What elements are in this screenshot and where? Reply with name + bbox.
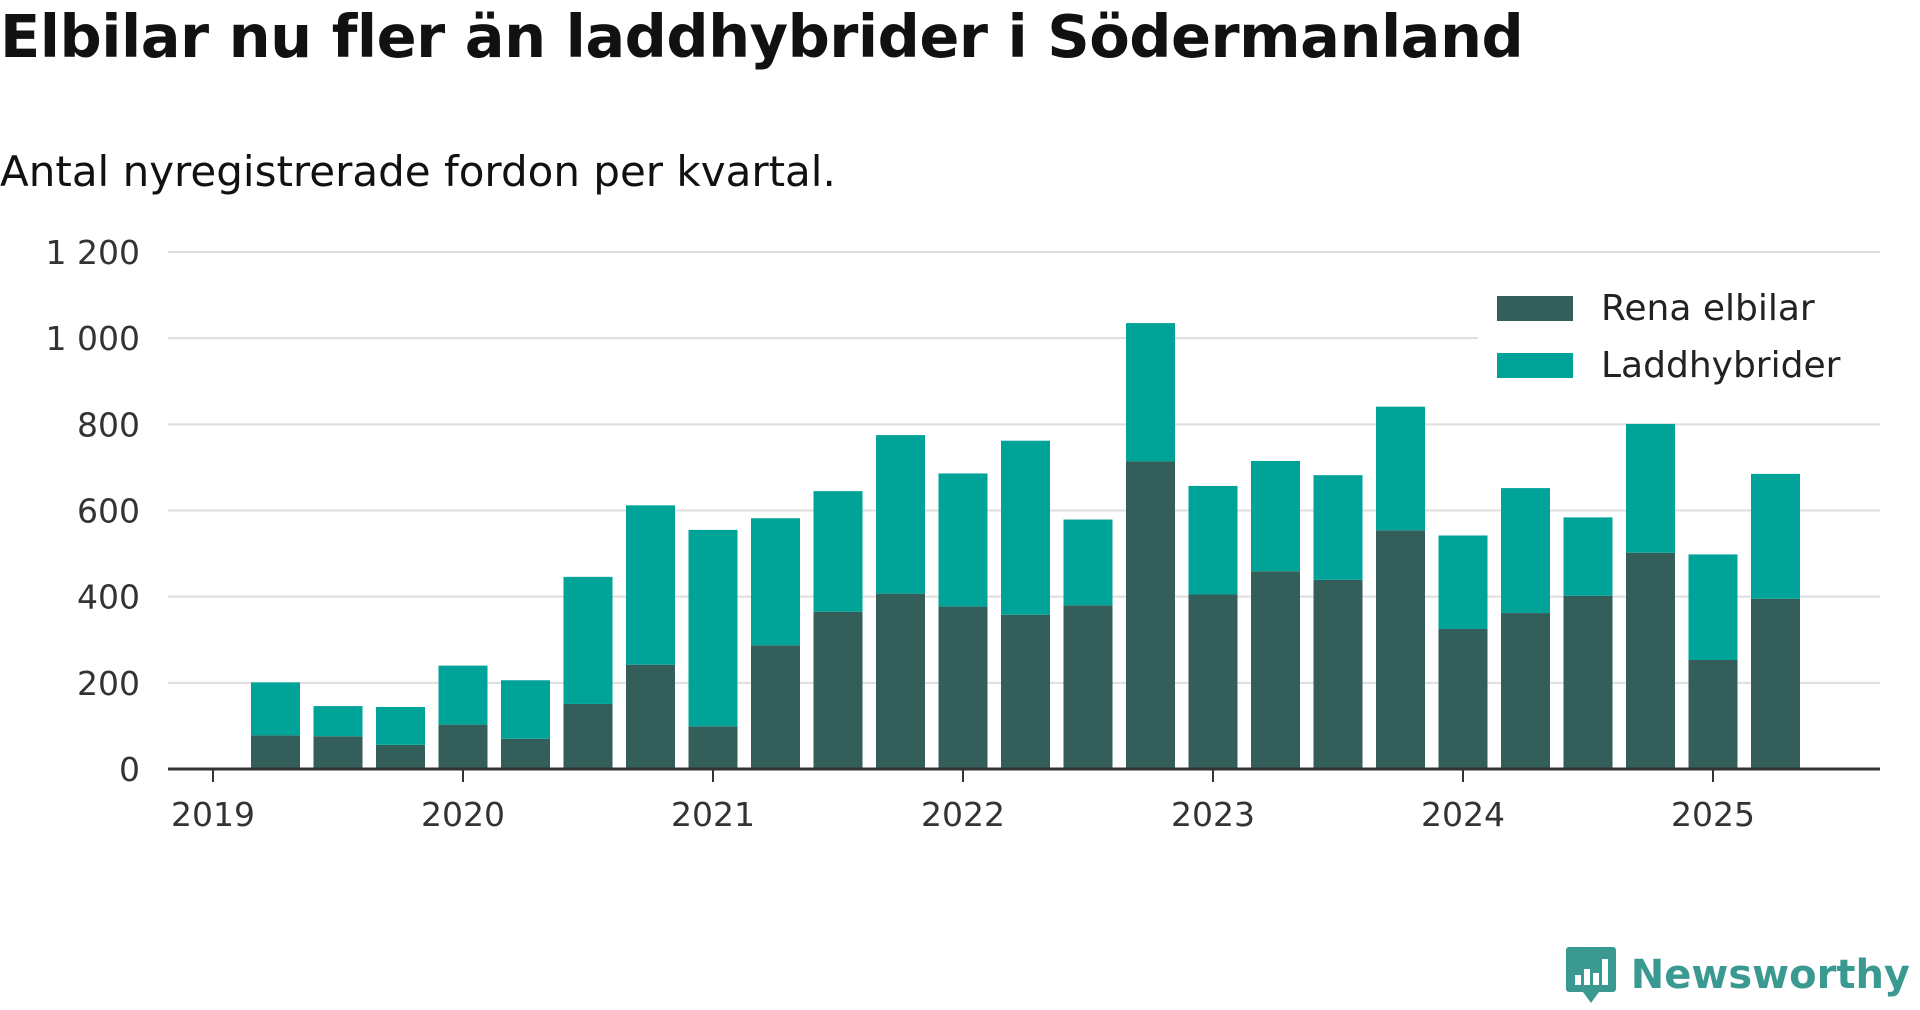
bar-rena-elbilar: [1626, 552, 1675, 769]
x-tick-label: 2019: [171, 795, 255, 834]
bar-rena-elbilar: [376, 744, 425, 769]
bar-rena-elbilar: [1563, 595, 1613, 769]
bar-rena-elbilar: [876, 593, 925, 769]
bar-rena-elbilar: [626, 664, 675, 769]
legend-swatch: [1497, 353, 1573, 378]
bar-laddhybrider: [1313, 475, 1363, 580]
y-tick-label: 800: [77, 405, 140, 444]
bar-rena-elbilar: [563, 703, 613, 769]
bar-laddhybrider: [376, 706, 425, 745]
newsworthy-logo-icon: [1565, 947, 1616, 1003]
bar-rena-elbilar: [1751, 598, 1800, 769]
bar-rena-elbilar: [751, 645, 800, 769]
stacked-bar-chart: 0 200 400 600 800 1 000 1 200 2019 2020 2021 2022…: [45, 233, 1893, 834]
bar-laddhybrider: [1563, 517, 1613, 596]
legend-swatch: [1497, 296, 1573, 321]
bar-laddhybrider: [813, 491, 863, 612]
y-tick-label: 1 200: [46, 233, 140, 272]
bar-laddhybrider: [626, 505, 675, 665]
bar-rena-elbilar: [1251, 571, 1300, 769]
bar-laddhybrider: [438, 665, 488, 725]
bar-rena-elbilar: [813, 611, 863, 769]
bar-rena-elbilar: [1001, 614, 1050, 769]
bar-rena-elbilar: [1063, 605, 1113, 769]
bar-rena-elbilar: [1126, 461, 1175, 769]
x-tick-label: 2022: [921, 795, 1005, 834]
bar-rena-elbilar: [313, 736, 363, 769]
x-tick-label: 2024: [1421, 795, 1505, 834]
bar-rena-elbilar: [251, 735, 300, 769]
bar-rena-elbilar: [938, 606, 988, 769]
x-axis-labels: 2019 2020 2021 2022 2023 2024 2025: [171, 795, 1755, 834]
x-tick-label: 2021: [671, 795, 755, 834]
bar-laddhybrider: [1376, 406, 1425, 531]
bar-laddhybrider: [1251, 460, 1300, 572]
bar-group: [251, 323, 1800, 769]
y-tick-label: 1 000: [46, 319, 140, 358]
bar-laddhybrider: [1501, 488, 1550, 614]
bar-laddhybrider: [1626, 423, 1675, 553]
bar-laddhybrider: [688, 529, 738, 727]
y-tick-label: 200: [77, 664, 140, 703]
x-tick-label: 2023: [1171, 795, 1255, 834]
bar-rena-elbilar: [1438, 628, 1488, 769]
bar-rena-elbilar: [1313, 579, 1363, 769]
legend: Rena elbilar Laddhybrider: [1478, 277, 1893, 397]
bar-laddhybrider: [1001, 440, 1050, 615]
bar-laddhybrider: [251, 682, 300, 736]
chart-subtitle: Antal nyregistrerade fordon per kvartal.: [0, 147, 836, 196]
bar-laddhybrider: [876, 435, 925, 594]
brand-name: Newsworthy: [1630, 952, 1910, 998]
brand: Newsworthy: [1565, 945, 1910, 1005]
bar-rena-elbilar: [1376, 530, 1425, 769]
legend-label: Laddhybrider: [1601, 345, 1841, 386]
bar-laddhybrider: [313, 706, 363, 737]
y-axis: 0 200 400 600 800 1 000 1 200: [46, 233, 140, 789]
x-tick-label: 2020: [421, 795, 505, 834]
bar-rena-elbilar: [1501, 613, 1550, 769]
bar-rena-elbilar: [688, 726, 738, 769]
bar-rena-elbilar: [1688, 659, 1738, 769]
bar-rena-elbilar: [438, 724, 488, 769]
bar-laddhybrider: [751, 518, 800, 646]
bar-laddhybrider: [1688, 554, 1738, 660]
bar-rena-elbilar: [1188, 594, 1238, 769]
bar-laddhybrider: [938, 473, 988, 607]
bar-laddhybrider: [1438, 535, 1488, 629]
chart-title: Elbilar nu fler än laddhybrider i Söderm…: [0, 2, 1524, 71]
y-tick-label: 600: [77, 492, 140, 531]
y-tick-label: 0: [119, 750, 140, 789]
bar-laddhybrider: [501, 680, 550, 739]
bar-laddhybrider: [1063, 519, 1113, 606]
bar-laddhybrider: [563, 576, 613, 704]
bar-laddhybrider: [1751, 473, 1800, 599]
x-axis: [168, 767, 1880, 782]
bar-laddhybrider: [1126, 323, 1175, 462]
x-tick-label: 2025: [1671, 795, 1755, 834]
bar-laddhybrider: [1188, 485, 1238, 595]
legend-label: Rena elbilar: [1601, 288, 1815, 329]
bar-rena-elbilar: [501, 738, 550, 769]
y-tick-label: 400: [77, 578, 140, 617]
